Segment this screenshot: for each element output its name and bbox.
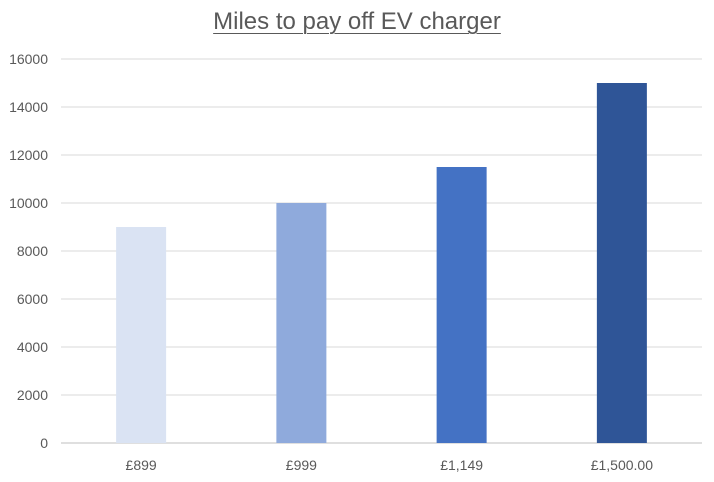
y-tick-label: 8000: [17, 243, 48, 259]
y-tick-label: 12000: [9, 147, 48, 163]
bar: [436, 167, 487, 443]
y-tick-label: 6000: [17, 291, 48, 307]
x-axis-ticks: £899 £999 £1,149 £1,500.00: [126, 457, 654, 473]
x-tick-label: £899: [126, 457, 157, 473]
chart-title: Miles to pay off EV charger: [213, 8, 501, 35]
bar: [596, 83, 647, 443]
y-tick-label: 16000: [9, 51, 48, 67]
y-tick-label: 14000: [9, 99, 48, 115]
bar: [116, 227, 167, 443]
x-tick-label: £1,149: [440, 457, 483, 473]
y-axis-ticks: 0 2000 4000 6000 8000 10000 12000 14000 16000: [9, 51, 48, 451]
y-tick-label: 2000: [17, 387, 48, 403]
y-tick-label: 0: [40, 435, 48, 451]
x-tick-label: £1,500.00: [591, 457, 653, 473]
gridlines: [61, 58, 702, 444]
bar: [276, 203, 327, 443]
x-tick-label: £999: [286, 457, 317, 473]
bars: [116, 83, 647, 443]
y-tick-label: 10000: [9, 195, 48, 211]
y-tick-label: 4000: [17, 339, 48, 355]
